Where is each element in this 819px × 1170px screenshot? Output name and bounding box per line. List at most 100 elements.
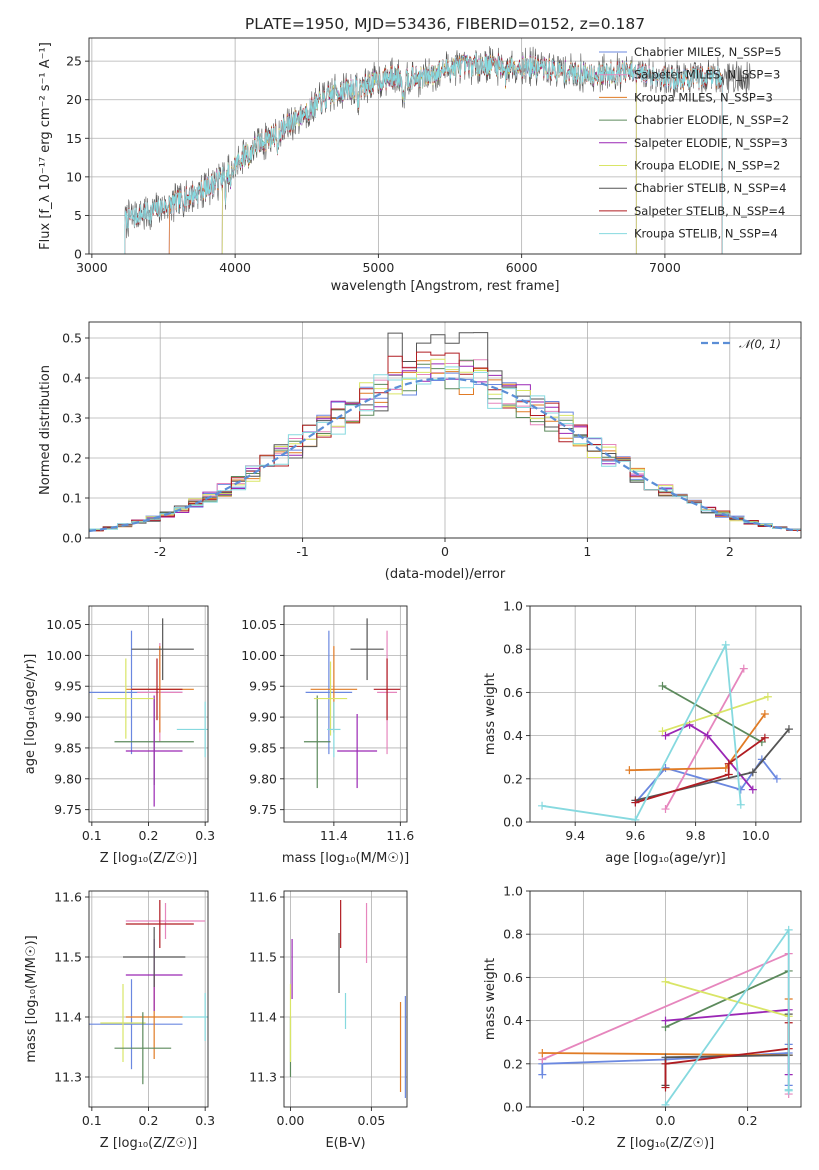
panel-weight_vs_Z: -0.2 0.0 0.2 0.0 0.2 0.4 0.6 0.8 1.0 Z [log₁₀(Z/Z… — [483, 884, 802, 1151]
y-tick-label: 11.6 — [249, 890, 277, 905]
weight-marker — [784, 725, 793, 734]
y-tick-label: 10.00 — [241, 648, 277, 663]
axes-frame — [88, 890, 209, 1108]
weight-marker — [661, 1083, 670, 1092]
weight-marker — [739, 664, 748, 673]
weight-series-line — [664, 1014, 790, 1086]
legend-entry: 𝒩(0, 1) — [739, 337, 781, 351]
panel-weight_vs_age: 9.4 9.6 9.8 10.0 0.0 0.2 0.4 0.6 0.8 1.0 age [log₁… — [483, 599, 802, 866]
y-tick-label: 9.95 — [249, 679, 277, 694]
panel-mass_vs_EBV: 0.00 0.05 11.3 11.4 11.5 11.6 E(B-V) — [249, 890, 408, 1151]
x-tick-label: 3000 — [76, 260, 108, 275]
errorbar-point — [182, 993, 208, 1041]
weight-marker — [724, 759, 733, 768]
weight-marker — [631, 815, 640, 822]
plot-area — [303, 618, 401, 789]
x-axis-label: E(B-V) — [325, 1136, 365, 1151]
y-tick-label: 0.6 — [503, 685, 523, 700]
y-tick-label: 0.1 — [62, 491, 82, 506]
weight-marker — [658, 681, 667, 690]
weight-series-line — [541, 644, 742, 821]
y-tick-label: 0.5 — [62, 331, 82, 346]
panel-spectrum: 3000 4000 5000 6000 7000 0 5 10 15 20 25 wavelength… — [38, 37, 802, 294]
legend-entry: Salpeter MILES, N_SSP=3 — [634, 68, 780, 82]
x-tick-label: 0.2 — [139, 828, 159, 843]
y-axis-label: Flux [f_λ 10⁻¹⁷ erg cm⁻² s⁻¹ A⁻¹] — [38, 42, 53, 250]
errorbar-point — [97, 658, 155, 739]
weight-marker — [748, 768, 757, 777]
x-tick-label: -2 — [154, 544, 166, 559]
legend-entry: Salpeter ELODIE, N_SSP=3 — [634, 136, 788, 150]
y-tick-label: 9.75 — [54, 802, 82, 817]
x-tick-label: 0.0 — [656, 1113, 676, 1128]
x-tick-label: 11.4 — [320, 828, 348, 843]
y-tick-label: 20 — [66, 92, 82, 107]
weight-series-line — [662, 685, 763, 743]
weight-marker — [763, 692, 772, 701]
weight-marker — [625, 766, 634, 775]
x-axis-label: Z [log₁₀(Z/Z☉)] — [100, 1136, 197, 1151]
x-tick-label: 0.2 — [738, 1113, 758, 1128]
weight-marker — [703, 731, 712, 740]
axes-frame — [529, 605, 802, 823]
x-tick-label: 2 — [726, 544, 734, 559]
x-tick-label: 0.3 — [195, 828, 215, 843]
x-tick-label: 9.8 — [686, 828, 706, 843]
plot-area — [124, 46, 751, 254]
weight-marker — [661, 1016, 670, 1025]
spectrum-series-line — [124, 53, 723, 254]
axes-frame — [88, 605, 209, 823]
y-tick-label: 9.90 — [249, 710, 277, 725]
errorbar-point — [131, 618, 194, 681]
y-tick-label: 25 — [66, 54, 82, 69]
y-axis-label: mass weight — [483, 673, 498, 755]
y-axis-label: Normed distribution — [38, 365, 53, 495]
y-tick-label: 11.3 — [249, 1070, 277, 1085]
y-tick-label: 10.05 — [241, 617, 277, 632]
errorbar-point — [100, 984, 146, 1062]
x-tick-label: 0.2 — [139, 1113, 159, 1128]
spectrum-series-line — [124, 53, 723, 254]
y-tick-label: 0.4 — [503, 728, 523, 743]
errorbar-point — [131, 658, 183, 721]
y-axis-label: mass [log₁₀(M/M☉)] — [24, 935, 39, 1062]
legend-entry: Kroupa STELIB, N_SSP=4 — [634, 227, 778, 241]
x-axis-label: Z [log₁₀(Z/Z☉)] — [617, 1136, 714, 1151]
y-tick-label: 9.80 — [249, 771, 277, 786]
y-tick-label: 1.0 — [503, 884, 523, 899]
errorbar-point — [176, 701, 208, 758]
x-tick-label: 4000 — [219, 260, 251, 275]
y-tick-label: 0.2 — [62, 451, 82, 466]
weight-marker — [736, 785, 745, 794]
axes-frame — [283, 890, 408, 1108]
plot-area — [89, 332, 801, 534]
panel-mass_vs_Z: 0.1 0.2 0.3 11.3 11.4 11.5 11.6 Z [log₁₀(Z/Z☉)]… — [24, 890, 215, 1152]
errorbar-point — [125, 695, 183, 807]
x-axis-label: age [log₁₀(age/yr)] — [605, 851, 726, 866]
y-tick-label: 0.4 — [503, 1013, 523, 1028]
y-tick-label: 10.05 — [46, 617, 82, 632]
legend-entry: Chabrier STELIB, N_SSP=4 — [634, 181, 786, 195]
y-tick-label: 15 — [66, 131, 82, 146]
grid-lines — [530, 605, 801, 823]
errorbar-point — [123, 927, 186, 987]
y-tick-label: 11.4 — [54, 1010, 82, 1025]
legend-entry: Salpeter STELIB, N_SSP=4 — [634, 204, 785, 218]
x-tick-label: 6000 — [506, 260, 538, 275]
x-tick-label: 0.3 — [195, 1113, 215, 1128]
y-tick-label: 0.0 — [62, 531, 82, 546]
y-tick-label: 0.0 — [503, 815, 523, 830]
weight-marker — [661, 977, 670, 986]
y-tick-label: 0.2 — [503, 771, 523, 786]
y-tick-label: 11.6 — [54, 890, 82, 905]
legend: Chabrier MILES, N_SSP=5 Salpeter MILES, N… — [599, 45, 789, 241]
x-tick-label: 9.4 — [565, 828, 585, 843]
weight-series-line — [665, 1008, 790, 1075]
weight-marker — [784, 925, 793, 934]
weight-marker — [661, 1059, 670, 1068]
weight-marker — [661, 1100, 670, 1107]
y-tick-label: 0 — [74, 247, 82, 262]
errorbar-point — [303, 695, 331, 789]
y-tick-label: 11.3 — [54, 1070, 82, 1085]
